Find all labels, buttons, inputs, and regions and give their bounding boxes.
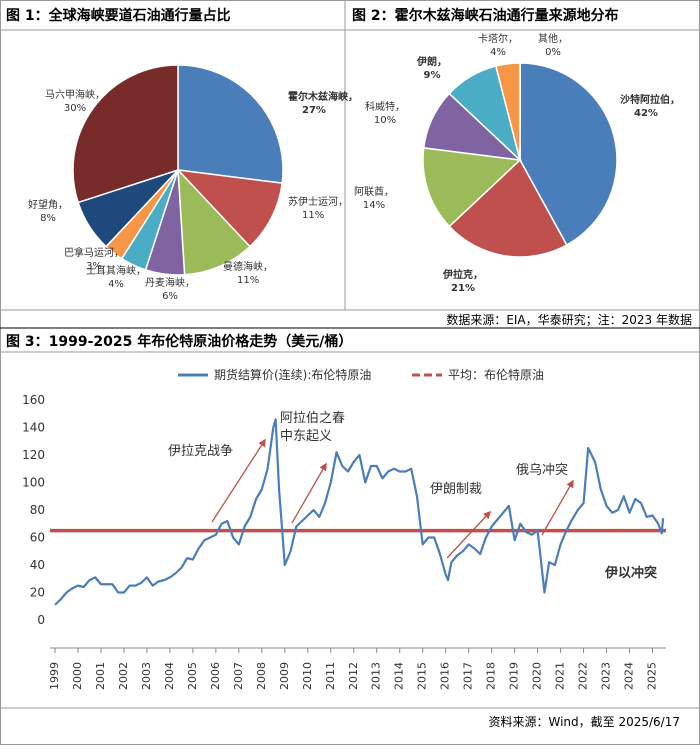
y-tick-label: 60 — [30, 531, 45, 545]
x-tick-label: 2001 — [94, 662, 107, 690]
slice-value-label: 4% — [108, 279, 124, 290]
slice-label: 卡塔尔， — [478, 32, 518, 45]
x-tick-label: 2004 — [163, 662, 176, 690]
y-tick-label: 20 — [30, 586, 45, 600]
slice-label: 阿联酋， — [354, 185, 394, 198]
slice-label: 其他， — [538, 32, 568, 45]
x-tick-label: 2024 — [623, 662, 636, 690]
legend-label: 平均：布伦特原油 — [448, 367, 544, 382]
x-tick-label: 2010 — [301, 662, 314, 690]
x-tick-label: 2020 — [531, 662, 544, 690]
x-tick-label: 2005 — [186, 662, 199, 690]
pie-slice — [448, 158, 568, 258]
slice-label: 伊朗， — [416, 55, 447, 68]
x-tick-label: 2009 — [278, 662, 291, 690]
annotation: 伊以冲突 — [604, 565, 657, 581]
slice-label: 好望角， — [28, 198, 68, 211]
slice-value-label: 11% — [302, 210, 324, 221]
x-tick-label: 2014 — [393, 662, 406, 690]
slice-value-label: 11% — [237, 275, 259, 286]
x-tick-label: 2017 — [462, 662, 475, 690]
slice-label: 丹麦海峡， — [145, 276, 195, 289]
slice-label: 伊拉克， — [442, 268, 483, 281]
annotation: 伊朗制裁 — [430, 481, 482, 497]
y-tick-label: 120 — [22, 448, 45, 462]
pie-slice — [519, 62, 618, 247]
arrows — [211, 438, 574, 559]
slice-value-label: 4% — [490, 47, 506, 58]
slice-label: 霍尔木兹海峡， — [288, 90, 358, 103]
y-tick-label: 0 — [37, 613, 45, 627]
x-tick-label: 2025 — [646, 662, 659, 690]
source: 数据来源：EIA，华泰研究；注：2023 年数据 — [446, 312, 692, 327]
pie-slice — [177, 167, 251, 276]
x-tick-label: 2013 — [370, 662, 383, 690]
slice-label: 沙特阿拉伯， — [620, 93, 680, 106]
chart-title: 图 2：霍尔木兹海峡石油通行量来源地分布 — [352, 7, 619, 24]
x-tick-label: 2018 — [485, 662, 498, 690]
y-tick-label: 140 — [22, 421, 45, 435]
y-tick-label: 100 — [22, 476, 45, 490]
slice-value-label: 9% — [424, 70, 441, 81]
x-tick-label: 2019 — [508, 662, 521, 690]
annotation: 俄乌冲突 — [516, 462, 568, 478]
x-tick-label: 2002 — [117, 662, 130, 690]
pie-slice — [176, 168, 284, 248]
slice-value-label: 14% — [363, 200, 385, 211]
legend-label: 期货结算价(连续):布伦特原油 — [214, 367, 371, 382]
chart-title: 图 1：全球海峡要道石油通行量占比 — [6, 7, 231, 24]
slice-value-label: 6% — [162, 291, 178, 302]
x-tick-label: 1999 — [48, 662, 61, 690]
slice-label: 曼德海峡， — [223, 260, 273, 273]
slice-value-label: 30% — [64, 103, 86, 114]
annotation: 伊拉克战争 — [168, 444, 233, 459]
pie-slice — [422, 147, 522, 228]
x-tick-label: 2007 — [232, 662, 245, 690]
y-tick-label: 80 — [30, 503, 45, 517]
slice-value-label: 8% — [40, 213, 56, 224]
x-tick-label: 2008 — [255, 662, 268, 690]
x-tick-label: 2015 — [416, 662, 429, 690]
x-tick-label: 2000 — [71, 662, 84, 690]
pie-slice — [177, 64, 284, 184]
x-tick-label: 2021 — [554, 662, 567, 690]
slice-value-label: 0% — [545, 47, 561, 58]
slice-label: 苏伊士运河， — [288, 195, 348, 208]
x-tick-label: 2003 — [140, 662, 153, 690]
slice-value-label: 10% — [374, 115, 396, 126]
x-tick-label: 2022 — [577, 662, 590, 690]
x-tick-label: 2012 — [347, 662, 360, 690]
slice-label: 马六甲海峡， — [45, 88, 105, 101]
source: 资料来源：Wind，截至 2025/6/17 — [488, 715, 680, 729]
slice-value-label: 21% — [451, 283, 475, 294]
slice-value-label: 42% — [634, 108, 658, 119]
x-tick-label: 2006 — [209, 662, 222, 690]
annotation: 中东起义 — [280, 429, 332, 444]
slice-value-label: 3% — [86, 261, 102, 272]
chart-title: 图 3：1999-2025 年布伦特原油价格走势（美元/桶） — [6, 333, 352, 350]
slice-value-label: 27% — [302, 105, 326, 116]
y-tick-label: 160 — [22, 393, 45, 407]
pie-slice — [72, 64, 179, 204]
y-tick-label: 40 — [30, 558, 45, 572]
slice-label: 科威特， — [365, 100, 405, 113]
x-tick-label: 2023 — [600, 662, 613, 690]
slice-label: 巴拿马运河， — [64, 246, 124, 259]
x-tick-label: 2016 — [439, 662, 452, 690]
price-line — [54, 418, 665, 606]
slice-label: 土耳其海峡， — [86, 264, 146, 277]
x-tick-label: 2011 — [324, 662, 337, 690]
annotation: 阿拉伯之春 — [280, 411, 345, 426]
